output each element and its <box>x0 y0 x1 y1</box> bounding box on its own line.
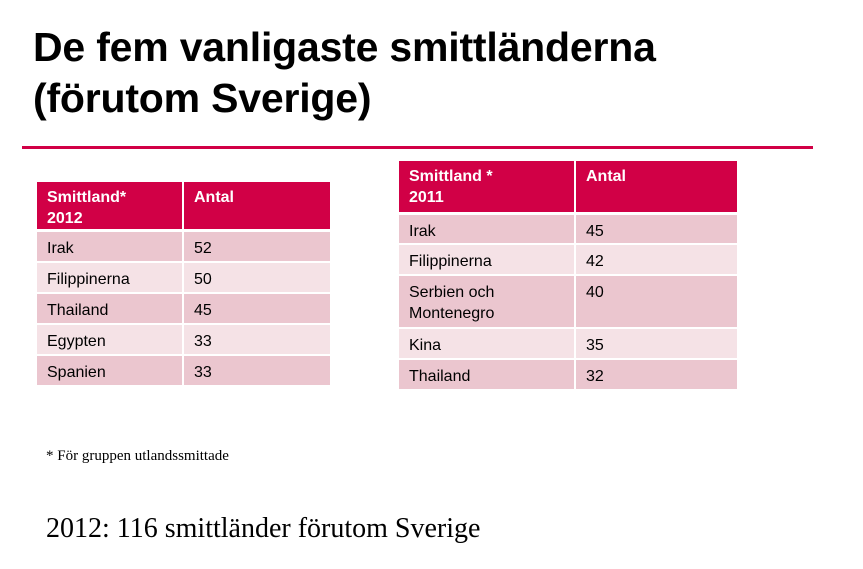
country-cell: Filippinerna <box>37 261 184 294</box>
page-title-line-2: (förutom Sverige) <box>33 75 372 121</box>
table-row: Kina 35 <box>399 328 737 360</box>
country-line-1: Serbien och <box>409 284 495 301</box>
footnote: * För gruppen utlandssmittade <box>46 448 229 464</box>
table-row: Filippinerna 50 <box>37 261 330 294</box>
title-divider <box>22 146 813 149</box>
count-cell: 33 <box>183 354 330 387</box>
table-header-row: Smittland * 2011 Antal <box>399 161 737 215</box>
country-cell: Filippinerna <box>399 244 576 276</box>
header-year: 2011 <box>409 189 444 206</box>
table-2011: Smittland * 2011 Antal Irak 45 Filippine… <box>399 161 737 391</box>
country-cell: Spanien <box>37 354 184 387</box>
country-cell: Kina <box>399 328 576 360</box>
count-cell: 50 <box>183 261 330 294</box>
table-row: Spanien 33 <box>37 354 330 387</box>
count-cell: 33 <box>183 323 330 356</box>
page-title: De fem vanligaste smittländerna (förutom… <box>33 22 656 124</box>
table-row: Egypten 33 <box>37 323 330 356</box>
header-smittland-2012: Smittland* 2012 <box>37 182 184 232</box>
header-antal: Antal <box>183 182 330 232</box>
count-cell: 45 <box>575 213 737 245</box>
table-row: Thailand 45 <box>37 292 330 325</box>
table-row: Filippinerna 42 <box>399 244 737 276</box>
country-line-2: Montenegro <box>409 305 495 322</box>
table-row: Irak 45 <box>399 213 737 245</box>
count-cell: 35 <box>575 328 737 360</box>
header-label: Smittland * <box>409 168 493 185</box>
page-title-line-1: De fem vanligaste smittländerna <box>33 24 656 70</box>
table-2012: Smittland* 2012 Antal Irak 52 Filippiner… <box>37 182 330 387</box>
count-cell: 52 <box>183 230 330 263</box>
summary-text: 2012: 116 smittländer förutom Sverige <box>46 513 481 544</box>
header-year: 2012 <box>47 210 83 227</box>
count-cell: 40 <box>575 275 737 329</box>
count-cell: 45 <box>183 292 330 325</box>
country-cell: Thailand <box>37 292 184 325</box>
count-cell: 32 <box>575 359 737 391</box>
country-cell: Serbien och Montenegro <box>399 275 576 329</box>
header-label: Smittland* <box>47 189 127 206</box>
header-smittland-2011: Smittland * 2011 <box>399 161 576 215</box>
country-cell: Irak <box>37 230 184 263</box>
table-row: Irak 52 <box>37 230 330 263</box>
count-cell: 42 <box>575 244 737 276</box>
table-header-row: Smittland* 2012 Antal <box>37 182 330 232</box>
country-cell: Egypten <box>37 323 184 356</box>
country-cell: Thailand <box>399 359 576 391</box>
table-row: Serbien och Montenegro 40 <box>399 275 737 329</box>
table-row: Thailand 32 <box>399 359 737 391</box>
country-cell: Irak <box>399 213 576 245</box>
header-antal: Antal <box>575 161 737 215</box>
